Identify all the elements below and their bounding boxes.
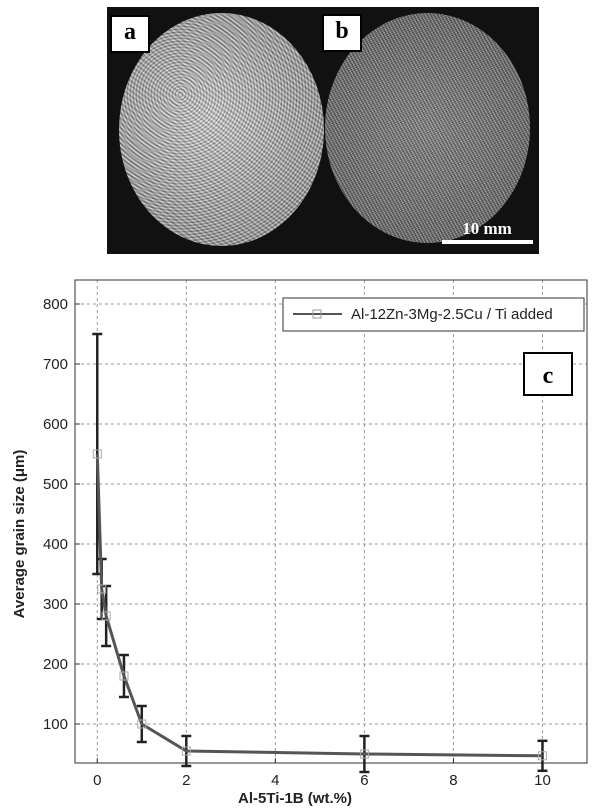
panel-label-a: a [110,15,150,53]
legend-marker [312,309,322,319]
panel-label-b: b [322,14,362,52]
x-tick-label: 4 [271,772,279,789]
x-axis-title: Al-5Ti-1B (wt.%) [238,790,352,807]
y-tick-label: 200 [43,656,68,673]
scale-bar-label: 10 mm [462,219,512,238]
y-tick-label: 100 [43,716,68,733]
x-tick-label: 6 [360,772,368,789]
axis-ticks: 0 2 4 6 8 10 100 200 300 400 500 600 700 800 [43,296,551,789]
x-tick-label: 0 [93,772,101,789]
y-tick-label: 500 [43,476,68,493]
panel-label-c: c [523,352,573,396]
scale-bar [442,240,533,244]
series-line [95,453,543,758]
x-tick-label: 10 [534,772,551,789]
y-tick-label: 800 [43,296,68,313]
y-tick-label: 700 [43,356,68,373]
y-tick-label: 600 [43,416,68,433]
plot-frame [74,279,588,764]
grid [75,280,587,763]
grain-size-chart: 0 2 4 6 8 10 100 200 300 400 500 600 700 800 Al-12Zn-… [11,279,588,807]
data-point [97,584,107,594]
error-bars [92,332,548,774]
micrograph-panel: a b 10 mm [107,7,539,254]
data-point [119,671,129,681]
y-tick-label: 400 [43,536,68,553]
data-point [137,719,147,729]
sample-a-macrostructure [119,13,324,246]
data-point [537,751,547,761]
data-point [181,746,191,756]
panel-label-c-text: c [543,363,554,389]
x-tick-label: 8 [449,772,457,789]
legend: Al-12Zn-3Mg-2.5Cu / Ti added [282,297,585,332]
data-point [359,749,369,759]
data-point [101,611,111,621]
data-point [92,449,102,459]
x-tick-label: 2 [182,772,190,789]
y-axis-title: Average grain size (μm) [11,450,28,619]
data-markers [92,449,547,761]
y-tick-label: 300 [43,596,68,613]
legend-label: Al-12Zn-3Mg-2.5Cu / Ti added [351,306,553,323]
panel-label-c-box [523,352,573,396]
